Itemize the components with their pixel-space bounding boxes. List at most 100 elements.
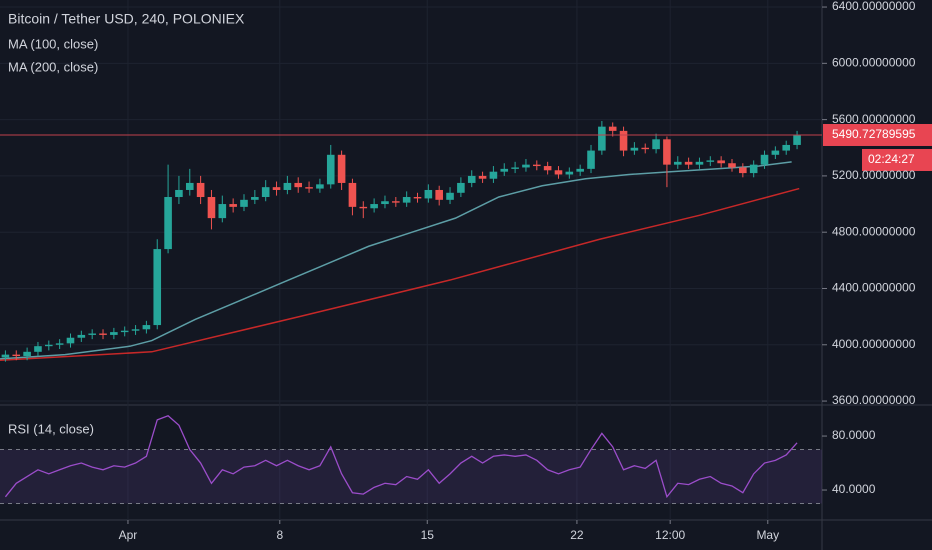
rsi-line [4,415,798,499]
candle-body [489,171,498,179]
candle-body [45,344,53,347]
candle-body [511,167,519,169]
candle-body [110,332,118,335]
x-tick-label: 22 [570,528,584,542]
candle-body [695,161,704,165]
candle-body [402,197,411,203]
last-price-label: 5490.72789595 [832,127,916,141]
candle-body [55,343,64,345]
candle-body [12,354,21,357]
candle-body [153,249,162,326]
candle-body [413,197,422,199]
candle-body [175,189,183,198]
candle-body [728,163,736,168]
y-tick-label: 5600.00000000 [832,112,916,126]
countdown-label: 02:24:27 [868,152,915,166]
y-tick-label: 5200.00000000 [832,168,916,182]
x-tick-label: Apr [119,528,138,542]
candle-body [608,126,617,131]
candle-body [370,204,378,209]
candle-body [424,189,433,199]
ma-line [0,161,792,360]
candle-body [305,187,313,189]
candle-body [739,167,747,174]
candle-body [500,168,509,172]
x-tick-label: 12:00 [655,528,685,542]
candle-body [793,135,801,145]
candle-body [99,333,107,335]
candle-body [337,154,346,183]
candle-body [229,204,237,207]
candle-body [543,166,552,171]
candle-body [251,197,259,200]
legend-entry: MA (100, close) [8,36,98,51]
candle-body [652,139,660,150]
candle-body [771,150,780,155]
axis-labels: 3600.00000000 4000.00000000 4400.00000000 4… [119,0,916,542]
x-tick-label: 8 [276,528,283,542]
last-price-badge [823,123,932,146]
candle-body [77,334,86,338]
candle-body [88,333,96,335]
candle-body [457,182,465,193]
countdown-badge [862,148,932,171]
candle-body [532,164,541,167]
candle-body [576,168,584,172]
candle-body [34,346,42,352]
y-tick-label: 4800.00000000 [832,224,916,238]
candle-body [782,144,791,151]
ma-line [0,187,800,361]
candle-body [272,187,281,190]
candle-body [554,170,563,175]
candle-body [218,204,227,219]
rsi-band [0,449,822,504]
x-tick-label: 15 [421,528,435,542]
candle-body [478,175,487,179]
candle-body [392,201,400,203]
candle-body [142,325,151,330]
candle-body [630,147,639,151]
chart-title: Bitcoin / Tether USD, 240, POLONIEX [8,11,245,27]
candle-body [240,199,248,207]
candle-body [196,182,205,198]
candle-body [164,197,172,250]
candle-body [598,126,606,151]
candle-body [66,337,75,344]
candle-body [760,154,769,165]
candle-body [1,354,10,358]
candle-body [684,161,693,165]
candle-body [435,189,443,200]
candle-body [326,154,335,185]
rsi-tick-label: 80.0000 [832,428,876,442]
candle-body [261,187,270,198]
legend-entry: MA (200, close) [8,59,98,74]
candle-body [565,171,574,175]
rsi-legend: RSI (14, close) [8,421,94,436]
candle-body [717,160,725,164]
candle-body [467,175,476,183]
y-tick-label: 6400.00000000 [832,0,916,13]
candle-body [359,206,368,209]
y-tick-label: 4400.00000000 [832,281,916,295]
candle-body [587,150,595,169]
candle-body [283,182,292,190]
y-tick-label: 4000.00000000 [832,337,916,351]
candle-body [663,139,671,165]
rsi-tick-label: 40.0000 [832,482,876,496]
candle-body [131,329,140,331]
candle-body [120,330,129,333]
candle-body [23,351,31,357]
candle-body [522,164,530,168]
y-tick-label: 3600.00000000 [832,393,916,407]
candle-body [207,197,216,219]
candle-body [749,164,758,174]
x-tick-label: May [756,528,779,542]
candle-body [619,130,628,151]
candle-body [673,161,682,165]
candle-body [316,184,324,189]
candle-body [185,182,194,190]
candle-body [381,201,389,205]
candle-body [446,192,454,200]
y-tick-label: 6000.00000000 [832,55,916,69]
